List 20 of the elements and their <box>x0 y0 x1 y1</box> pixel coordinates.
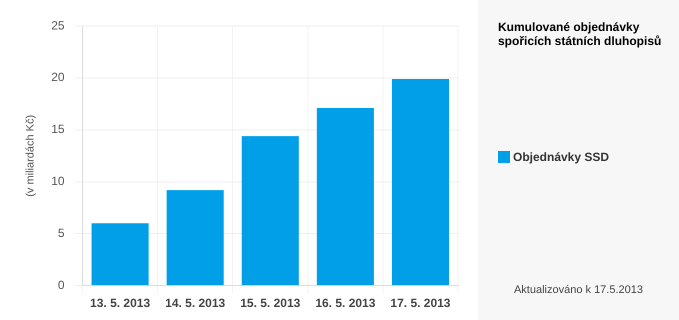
y-tick-label: 0 <box>58 278 65 292</box>
x-tick-label: 13. 5. 2013 <box>90 296 150 310</box>
bar <box>316 108 374 286</box>
y-tick-label: 10 <box>51 174 65 188</box>
x-tick-label: 16. 5. 2013 <box>315 296 376 310</box>
y-tick-label: 15 <box>51 122 65 136</box>
y-tick-label: 20 <box>51 70 65 84</box>
y-axis-title: (v miliardách Kč) <box>24 114 37 197</box>
y-tick-label: 25 <box>51 18 65 32</box>
bar <box>166 190 224 286</box>
x-tick-label: 14. 5. 2013 <box>165 296 226 310</box>
bar <box>92 223 149 286</box>
legend-label: Objednávky SSD <box>513 150 610 164</box>
y-tick-label: 5 <box>58 226 65 240</box>
x-tick-label: 15. 5. 2013 <box>240 296 301 310</box>
bar <box>242 136 299 286</box>
text: Kumulované objednávky spořicích státních dluhopisů <box>498 20 662 48</box>
bar <box>392 78 449 286</box>
x-tick-label: 17. 5. 2013 <box>390 296 451 310</box>
text: Aktualizováno k 17.5.2013 <box>512 284 644 296</box>
